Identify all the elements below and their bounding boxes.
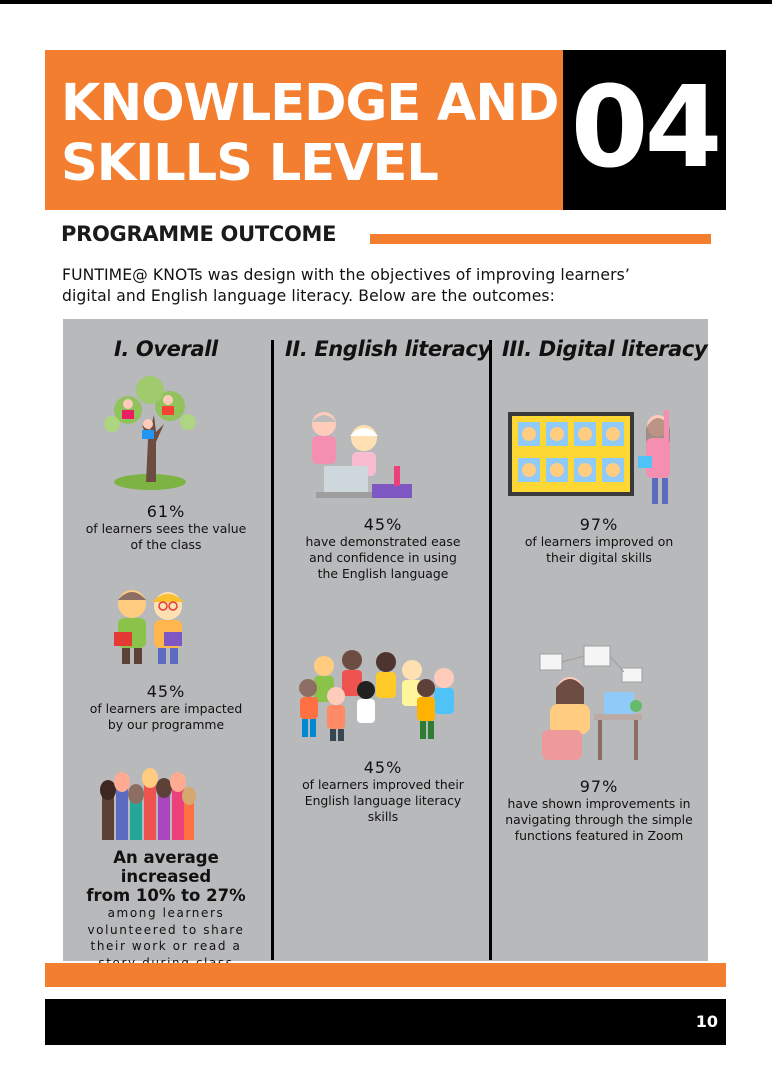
stat-english-confidence: 45% have demonstrated ease and confidenc… <box>278 516 488 582</box>
stat-percent: 45% <box>363 758 403 777</box>
stat-description: of learners sees the value <box>85 521 247 536</box>
top-rule <box>0 0 772 4</box>
video-call-grid-illustration <box>508 410 670 504</box>
stat-percent: 97% <box>579 515 619 534</box>
children-with-books-illustration <box>114 590 184 664</box>
highlight-headline: from 10% to 27% <box>86 886 246 905</box>
stat-percent: 61% <box>146 502 186 521</box>
stat-overall-impact: 45% of learners are impacted by our prog… <box>66 683 266 733</box>
section-heading-rule <box>370 234 711 244</box>
stat-description: English language literacy <box>304 793 462 808</box>
stat-percent: 45% <box>363 515 403 534</box>
chapter-number: 04 <box>570 63 723 193</box>
section-heading: PROGRAMME OUTCOME <box>61 222 337 246</box>
highlight-headline: An average increased <box>113 848 219 886</box>
stat-description: of the class <box>130 537 202 552</box>
stat-description: of learners improved their <box>302 777 464 792</box>
header-title-block: KNOWLEDGE AND SKILLS LEVEL <box>45 50 563 210</box>
stat-description: navigating through the simple <box>505 812 693 827</box>
highlight-detail: among learners <box>107 906 225 920</box>
column-title-overall: I. Overall <box>114 337 218 361</box>
stat-percent: 97% <box>579 777 619 796</box>
stat-description: and confidence in using <box>309 550 457 565</box>
stat-description: functions featured in Zoom <box>514 828 684 843</box>
online-learner-at-desk-illustration <box>539 645 643 760</box>
highlight-detail: their work or read a <box>90 939 242 953</box>
stat-english-literacy: 45% of learners improved their English l… <box>278 759 488 825</box>
footer-accent-bar <box>45 963 726 987</box>
column-title-english-literacy: II. English literacy <box>285 337 491 361</box>
page-title: KNOWLEDGE AND SKILLS LEVEL <box>61 74 559 194</box>
page-number: 10 <box>695 1012 718 1031</box>
stat-description: of learners improved on <box>524 534 674 549</box>
stat-description: of learners are impacted <box>89 701 243 716</box>
page-header: KNOWLEDGE AND SKILLS LEVEL 04 <box>45 50 726 210</box>
stat-percent: 45% <box>146 682 186 701</box>
column-divider <box>271 340 274 960</box>
stat-description: by our programme <box>107 717 225 732</box>
stat-description: have demonstrated ease <box>305 534 461 549</box>
intro-line-1: FUNTIME@ KNOTs was design with the objec… <box>62 266 630 284</box>
intro-line-2: digital and English language literacy. B… <box>62 287 555 305</box>
column-title-digital-literacy: III. Digital literacy <box>502 337 708 361</box>
stat-digital-skills: 97% of learners improved on their digita… <box>494 516 704 566</box>
stat-zoom-navigation: 97% have shown improvements in navigatin… <box>494 778 704 844</box>
stat-overall-value: 61% of learners sees the value of the cl… <box>66 503 266 553</box>
stat-description: the English language <box>317 566 449 581</box>
chapter-number-block: 04 <box>563 50 726 210</box>
highlight-detail: volunteered to share <box>87 922 245 937</box>
intro-paragraph: FUNTIME@ KNOTs was design with the objec… <box>62 265 722 307</box>
group-of-children-illustration <box>299 650 454 741</box>
highlight-average-increase: An average increased from 10% to 27% amo… <box>66 848 266 971</box>
stat-description: skills <box>367 809 399 824</box>
online-english-class-illustration <box>312 412 412 498</box>
page-title-line-2: SKILLS LEVEL <box>61 134 439 193</box>
stat-description: have shown improvements in <box>507 796 691 811</box>
reading-tree-illustration <box>104 376 196 490</box>
footer-bar: 10 <box>45 999 726 1045</box>
raised-hands-illustration <box>100 768 196 840</box>
stat-description: their digital skills <box>546 550 652 565</box>
page-title-line-1: KNOWLEDGE AND <box>61 74 559 133</box>
column-divider <box>489 340 492 960</box>
